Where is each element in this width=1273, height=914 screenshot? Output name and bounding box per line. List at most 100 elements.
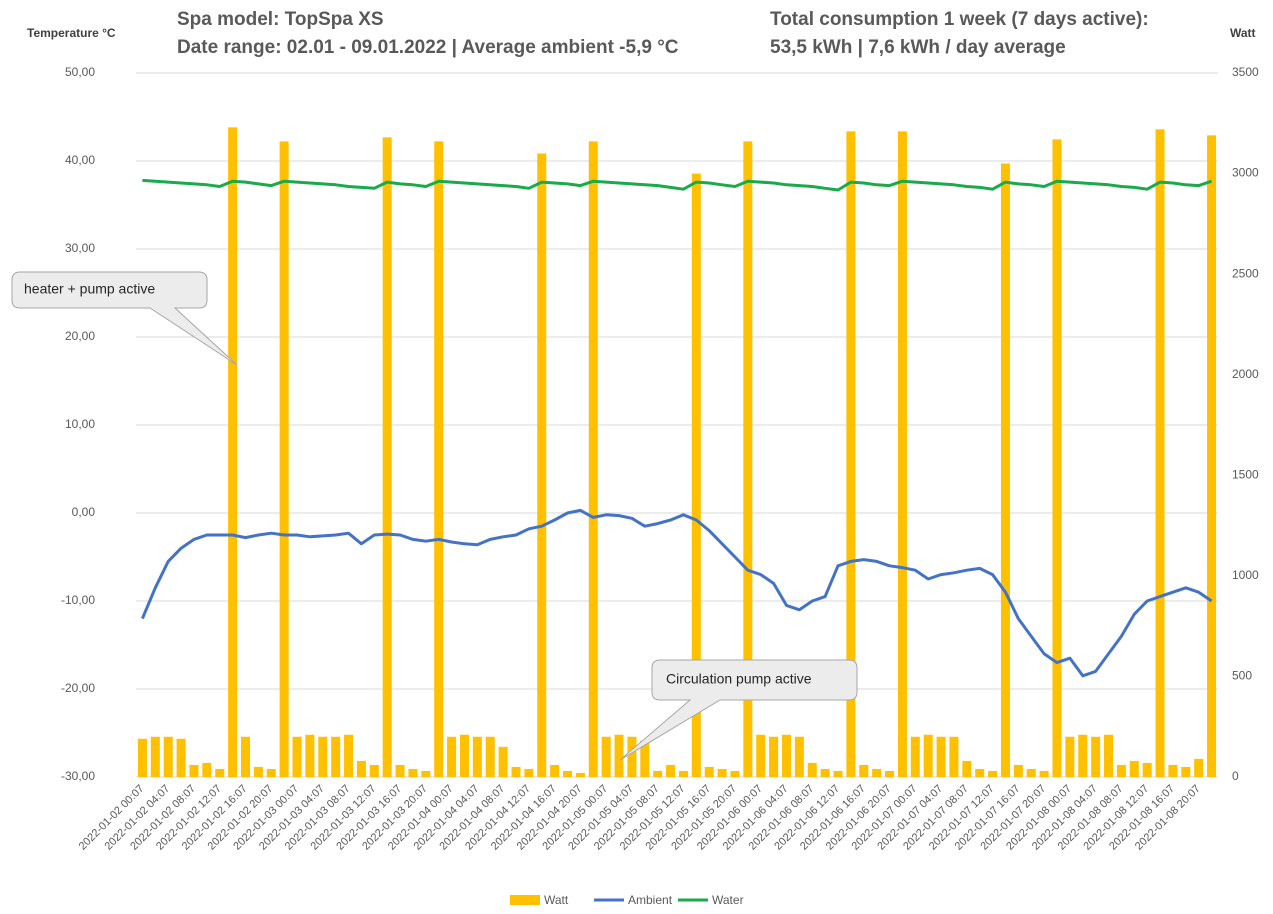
bar <box>1168 764 1178 777</box>
y2-tick-label: 500 <box>1232 669 1252 683</box>
chart-subtitle: Date range: 02.01 - 09.01.2022 | Average… <box>177 37 679 58</box>
bar <box>601 736 611 777</box>
legend-label: Ambient <box>628 893 673 907</box>
bar <box>666 764 676 777</box>
bar <box>447 736 457 777</box>
bar <box>717 768 727 777</box>
chart-title-right: Total consumption 1 week (7 days active)… <box>770 9 1149 30</box>
bar <box>820 768 830 777</box>
y-tick-label: 20,00 <box>65 329 95 343</box>
y-axis-label: Temperature °C <box>27 26 116 40</box>
bar <box>266 768 276 777</box>
bar <box>794 736 804 777</box>
legend: Watt Ambient Water <box>510 893 744 907</box>
chart-title: Spa model: TopSpa XS <box>177 9 384 30</box>
legend-label: Watt <box>544 893 569 907</box>
bar <box>253 766 263 777</box>
bar <box>318 736 328 777</box>
y-tick-label: 30,00 <box>65 241 95 255</box>
bar <box>704 766 714 777</box>
line <box>141 508 1213 678</box>
bar <box>807 762 817 777</box>
bar <box>1142 762 1152 777</box>
bar <box>137 738 147 777</box>
y-tick-label: -30,00 <box>61 769 95 783</box>
bar <box>472 736 482 777</box>
bar <box>176 738 186 777</box>
grid: -30,00 -20,00 -10,00 0,00 10,00 20,00 30,00 40,… <box>61 65 1259 783</box>
bars <box>137 127 1217 778</box>
bar <box>897 131 907 777</box>
bar <box>1013 764 1023 777</box>
bar <box>563 770 573 777</box>
bar <box>962 760 972 777</box>
y-tick-label: 10,00 <box>65 417 95 431</box>
bar <box>537 153 547 777</box>
bar <box>434 141 444 778</box>
bar <box>485 736 495 777</box>
bar <box>240 736 250 777</box>
lines <box>141 178 1213 678</box>
y2-tick-label: 3500 <box>1232 65 1259 79</box>
legend-swatch <box>510 895 540 905</box>
bar <box>331 736 341 777</box>
bar <box>163 736 173 777</box>
bar <box>627 736 637 777</box>
bar <box>781 734 791 777</box>
y2-tick-label: 3000 <box>1232 166 1259 180</box>
y2-tick-label: 1500 <box>1232 467 1259 481</box>
bar <box>653 770 663 777</box>
bar <box>369 764 379 777</box>
bar <box>1207 135 1217 778</box>
bar <box>421 770 431 777</box>
y-tick-label: 50,00 <box>65 65 95 79</box>
bar <box>1078 734 1088 777</box>
bar <box>988 770 998 777</box>
bar <box>588 141 598 778</box>
bar <box>395 764 405 777</box>
line <box>142 178 1213 192</box>
bar <box>511 766 521 777</box>
bar <box>228 127 238 777</box>
bar <box>459 734 469 777</box>
bar <box>885 770 895 777</box>
bar <box>150 736 160 777</box>
bar <box>1000 163 1010 777</box>
y-tick-label: -20,00 <box>61 681 95 695</box>
bar <box>923 734 933 777</box>
bar <box>498 746 508 777</box>
bar <box>575 772 585 777</box>
bar <box>305 734 315 777</box>
bar <box>1181 766 1191 777</box>
bar <box>1129 760 1139 777</box>
y2-tick-label: 0 <box>1232 769 1239 783</box>
chart-subtitle-right: 53,5 kWh | 7,6 kWh / day average <box>770 37 1066 58</box>
bar <box>730 770 740 777</box>
callout <box>11 271 238 366</box>
y2-axis-label: Watt <box>1230 26 1256 40</box>
y-tick-label: -10,00 <box>61 593 95 607</box>
bar <box>833 770 843 777</box>
bar <box>1039 770 1049 777</box>
bar <box>975 768 985 777</box>
y2-tick-label: 2500 <box>1232 266 1259 280</box>
bar <box>859 764 869 777</box>
annotation: heater + pump active <box>24 281 155 297</box>
bar <box>279 141 289 778</box>
bar <box>408 768 418 777</box>
y2-tick-label: 2000 <box>1232 367 1259 381</box>
bar <box>1091 736 1101 777</box>
bar <box>382 137 392 777</box>
bar <box>872 768 882 777</box>
annotation: Circulation pump active <box>666 671 812 687</box>
bar <box>1026 768 1036 777</box>
bar <box>936 736 946 777</box>
y2-tick-label: 1000 <box>1232 568 1259 582</box>
bar <box>1065 736 1075 777</box>
bar <box>1194 758 1204 777</box>
bar <box>949 736 959 777</box>
bar <box>910 736 920 777</box>
bar <box>292 736 302 777</box>
